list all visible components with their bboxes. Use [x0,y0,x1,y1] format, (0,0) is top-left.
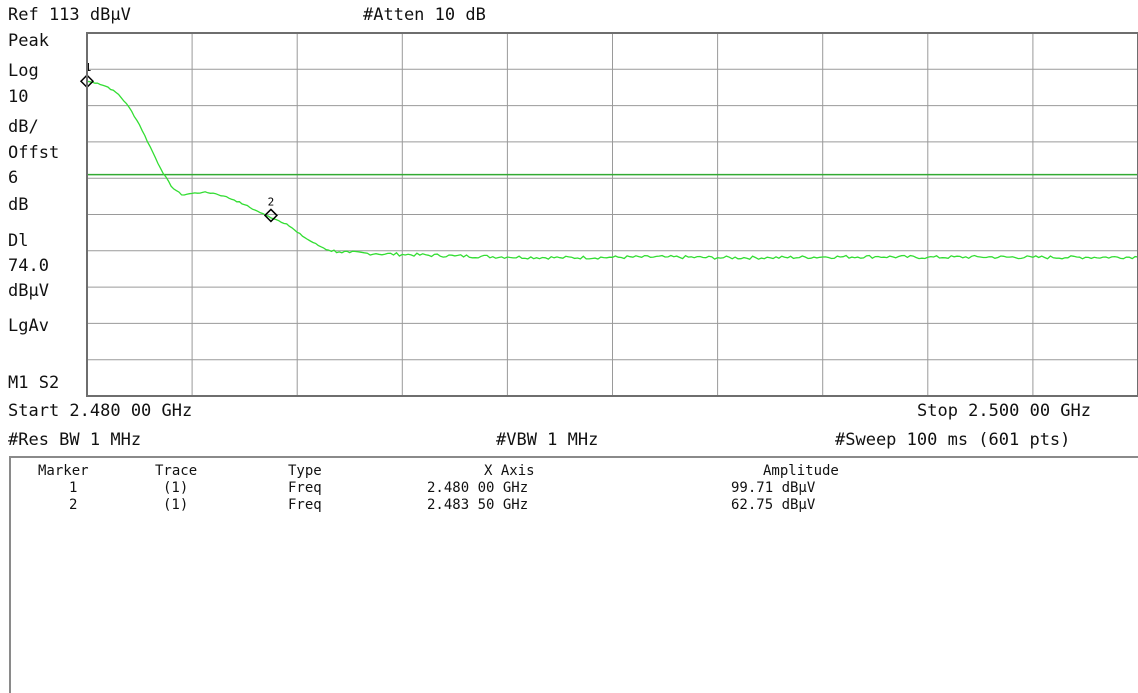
sweep-label: #Sweep 100 ms (601 pts) [835,430,1071,450]
row2-type: Freq [288,497,322,513]
display-line-label: Dl [8,231,29,251]
scale-type-label: Log [8,61,39,81]
row1-amplitude: 99.71 dBμV [731,480,816,496]
vbw-label: #VBW 1 MHz [496,430,599,450]
marker-status-label: M1 S2 [8,373,60,393]
ref-level-label: Ref 113 dBμV [8,5,131,25]
header-trace: Trace [155,463,198,479]
row2-marker: 2 [69,497,78,513]
display-line-value: 74.0 [8,256,49,276]
scale-value-label: 10 [8,87,29,107]
offset-value-label: 6 [8,168,19,188]
row1-type: Freq [288,480,322,496]
detector-label: Peak [8,31,49,51]
header-marker: Marker [38,463,89,479]
header-amplitude: Amplitude [763,463,839,479]
rbw-label: #Res BW 1 MHz [8,430,142,450]
header-x-axis: X Axis [484,463,535,479]
start-frequency-label: Start 2.480 00 GHz [8,401,193,421]
row2-amplitude: 62.75 dBμV [731,497,816,513]
marker-2-label: 2 [268,195,275,208]
row2-x: 2.483 50 GHz [427,497,529,513]
plot-grid [87,33,1138,396]
attenuation-label: #Atten 10 dB [363,5,486,25]
spectrum-plot: 12 [79,32,1138,397]
scale-unit-label: dB/ [8,117,39,137]
average-mode-label: LgAv [8,316,49,336]
header-type: Type [288,463,322,479]
offset-label: Offst [8,143,60,163]
row1-marker: 1 [69,480,78,496]
stop-frequency-label: Stop 2.500 00 GHz [917,401,1091,421]
row2-trace: (1) [163,497,189,513]
display-line-unit: dBμV [8,281,49,301]
offset-unit-label: dB [8,195,29,215]
marker-2-diamond [263,208,278,223]
markers-group: 12 [79,61,278,223]
plot-frame [86,32,1138,397]
trace-1 [86,80,1138,261]
row1-trace: (1) [163,480,189,496]
row1-x: 2.480 00 GHz [427,480,529,496]
marker-table: Marker Trace Type X Axis Amplitude 1 (1)… [9,456,1138,693]
